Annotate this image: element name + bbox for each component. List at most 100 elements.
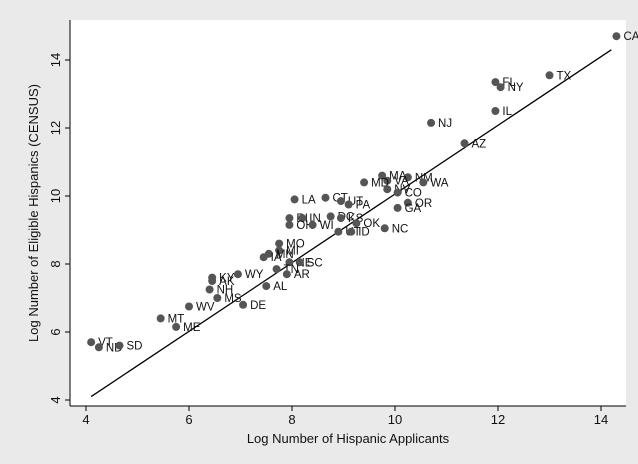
point-label: VA [394,176,409,188]
point-label: NC [392,223,409,235]
data-point [208,277,217,285]
data-point [347,227,356,236]
data-point [239,300,248,309]
point-label: MS [224,293,242,305]
data-point [298,214,307,223]
point-label: WA [430,177,448,189]
point-label: NM [415,172,433,184]
y-tick-label: 4 [48,396,63,403]
data-point [259,253,268,262]
point-label: CA [623,31,638,43]
data-point [233,270,242,279]
data-point [185,302,193,311]
plot-area [70,20,626,406]
y-tick-label: 10 [48,189,63,203]
data-point [378,171,387,180]
x-tick-label: 8 [288,412,295,427]
point-label: AL [273,281,288,293]
point-label: NH [217,285,234,297]
data-point [285,258,294,267]
data-point [460,139,469,148]
data-point [262,282,271,291]
x-tick-label: 4 [82,412,89,427]
data-point [612,32,621,41]
data-point [403,173,412,182]
point-label: MT [168,313,185,325]
point-label: AK [219,276,235,288]
data-point [326,212,335,221]
point-label: TX [557,70,572,82]
point-label: MO [286,239,305,251]
point-label: GA [405,203,422,215]
data-point [383,176,392,185]
axes-layer: 4 6 8 10 12 14 4 6 8 10 12 14 [48,20,626,427]
data-point [290,195,299,204]
data-point [344,200,353,209]
x-tick-label: 14 [594,412,608,427]
y-tick-label: 12 [48,121,63,135]
data-point [352,219,361,228]
data-point [336,214,345,223]
x-tick-label: 6 [185,412,192,427]
data-point [285,214,294,223]
y-tick-label: 14 [48,53,63,67]
data-point [360,178,369,187]
x-tick-label: 10 [388,412,402,427]
point-label: MN [276,249,294,261]
point-label: AR [294,269,310,281]
point-label: SD [126,341,142,353]
data-point [172,322,181,331]
point-label: IA [271,252,282,264]
point-label: LA [302,194,316,206]
data-point [336,197,345,206]
point-label: CO [405,188,422,200]
data-point [545,71,554,80]
data-point [383,185,392,194]
data-point [380,224,389,233]
point-label: OR [415,198,432,210]
fit-line-layer [90,49,612,398]
x-tick-label: 12 [491,412,505,427]
data-point [321,193,330,202]
data-point [94,343,103,352]
y-tick-label: 8 [48,260,63,267]
data-point [393,188,402,197]
point-label: SC [307,257,323,269]
data-point [282,270,291,279]
point-label: ME [183,322,201,334]
data-point [491,78,500,87]
fit-line [90,49,612,398]
point-label: IL [502,106,512,118]
point-label: NJ [438,118,452,130]
y-tick-label: 6 [48,328,63,335]
point-label: NY [508,82,524,94]
point-label: WY [245,269,264,281]
point-label: MA [389,171,407,183]
point-label: PA [356,200,371,212]
points-layer: CATXFLNYILNJAZMANMVAMDWANVCOCTLAUTPAORGA… [87,31,638,354]
point-label: AZ [472,138,487,150]
data-point [205,285,214,294]
point-label: KY [219,273,235,285]
data-point [334,227,343,236]
point-label: WV [196,302,215,314]
data-point [87,338,96,347]
data-point [295,258,304,267]
point-label: OK [363,218,380,230]
data-point [285,220,294,229]
data-point [115,341,124,350]
data-point [156,314,165,323]
point-label: IN [309,213,321,225]
point-label: FL [502,77,516,89]
data-point [308,220,317,229]
point-label: MI [286,245,299,257]
data-point [403,198,412,207]
data-point [419,178,428,187]
point-label: DE [250,300,266,312]
x-axis-label: Log Number of Hispanic Applicants [247,431,450,446]
data-point [427,118,436,127]
data-point [272,265,281,274]
data-point [275,239,284,248]
point-label: ID [358,227,370,239]
